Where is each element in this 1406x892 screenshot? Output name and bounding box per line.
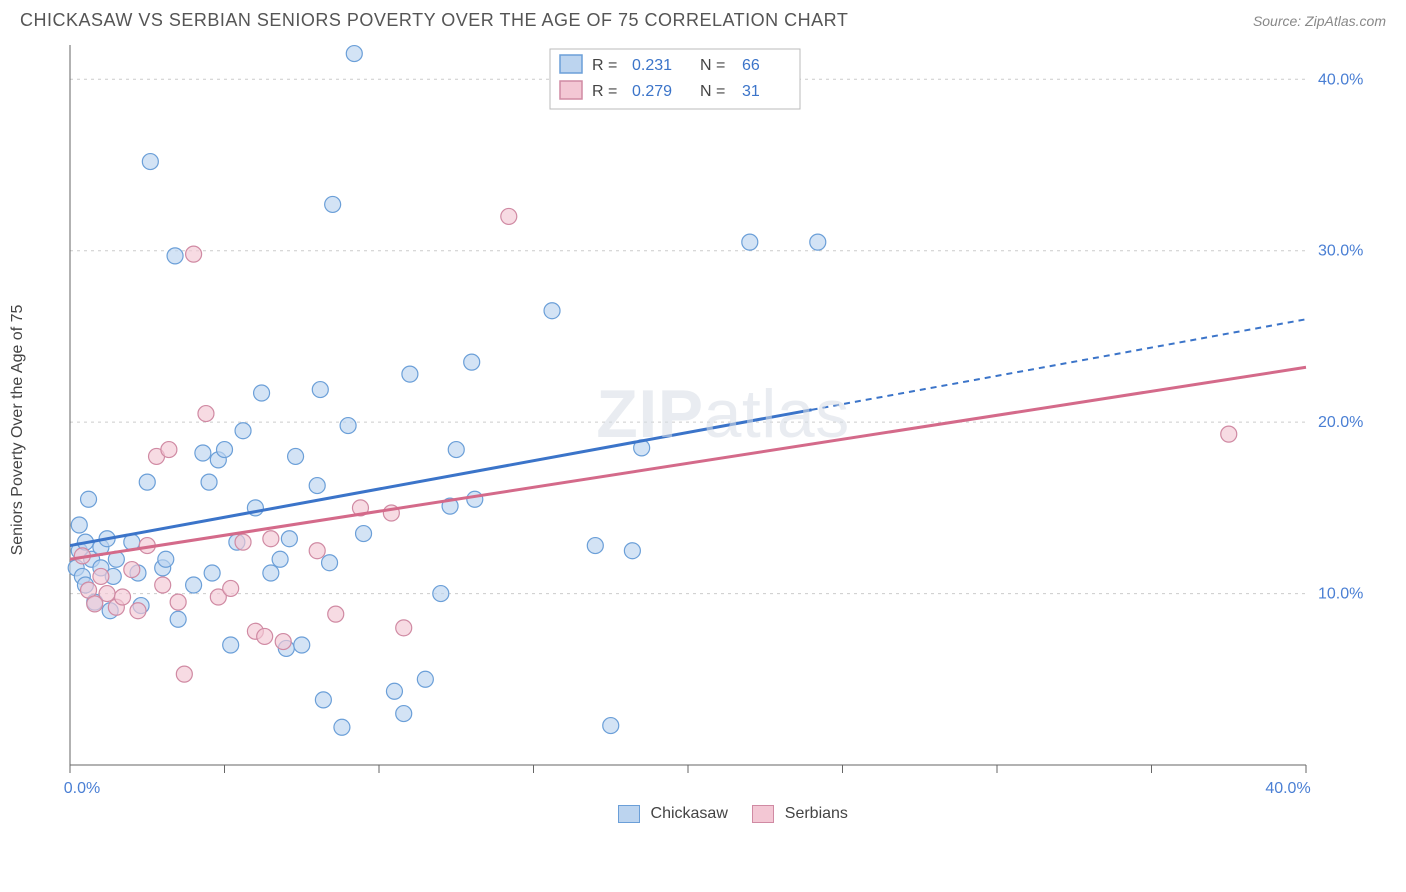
chart-area: Seniors Poverty Over the Age of 75 ZIPat… <box>60 35 1386 825</box>
source-attribution: Source: ZipAtlas.com <box>1253 13 1386 29</box>
svg-text:20.0%: 20.0% <box>1318 414 1363 431</box>
svg-text:40.0%: 40.0% <box>1265 780 1310 797</box>
svg-text:30.0%: 30.0% <box>1318 243 1363 260</box>
legend-bottom: Chickasaw Serbians <box>60 805 1386 823</box>
legend-label-chickasaw: Chickasaw <box>651 805 728 822</box>
legend-swatch-serbians <box>752 805 774 823</box>
svg-text:0.279: 0.279 <box>632 83 672 100</box>
chart-title: CHICKASAW VS SERBIAN SENIORS POVERTY OVE… <box>20 10 848 31</box>
svg-text:N =: N = <box>700 57 725 74</box>
svg-text:0.0%: 0.0% <box>64 780 100 797</box>
svg-text:10.0%: 10.0% <box>1318 586 1363 603</box>
y-axis-label: Seniors Poverty Over the Age of 75 <box>9 305 27 556</box>
legend-swatch-chickasaw <box>618 805 640 823</box>
scatter-plot: 10.0% 20.0% 30.0% 40.0% 0.0% 40.0% R = 0.231 N =… <box>60 35 1386 825</box>
svg-text:31: 31 <box>742 83 760 100</box>
svg-text:0.231: 0.231 <box>632 57 672 74</box>
svg-text:40.0%: 40.0% <box>1318 71 1363 88</box>
svg-text:N =: N = <box>700 83 725 100</box>
svg-text:R =: R = <box>592 57 617 74</box>
legend-label-serbians: Serbians <box>785 805 848 822</box>
svg-text:R =: R = <box>592 83 617 100</box>
svg-text:66: 66 <box>742 57 760 74</box>
